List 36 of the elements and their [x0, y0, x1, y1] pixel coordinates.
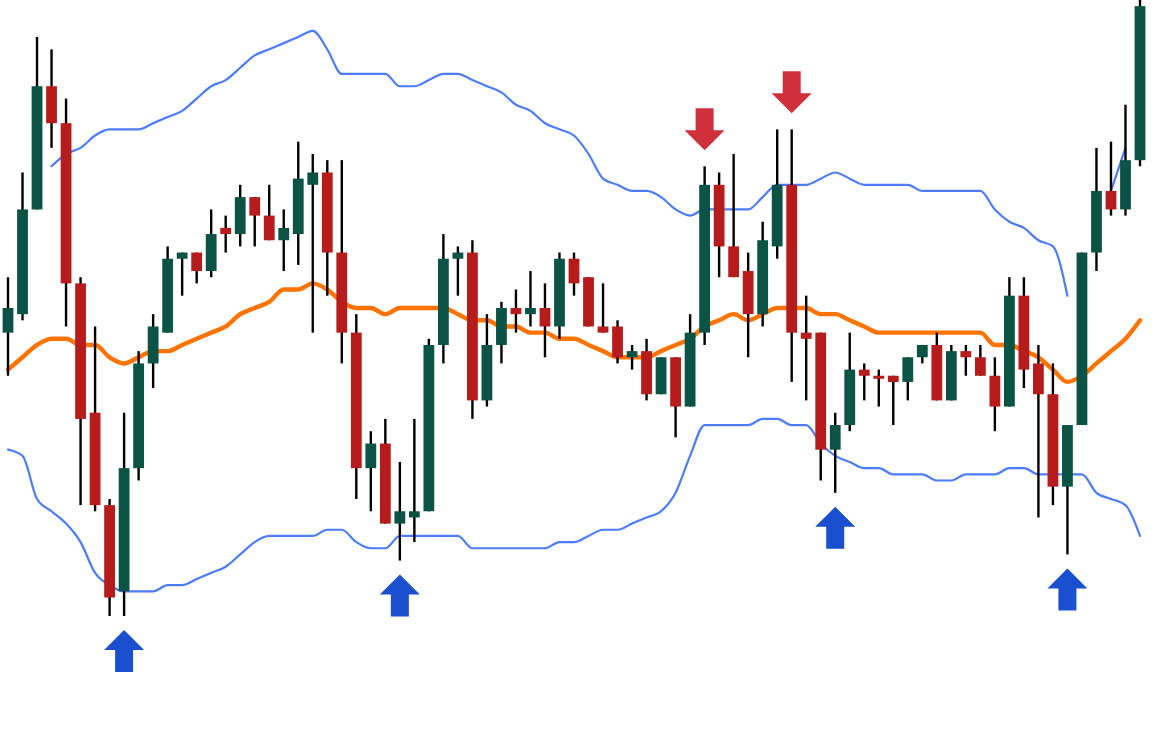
- candlestick: [220, 214, 232, 254]
- candlestick: [525, 269, 536, 328]
- candlestick: [539, 282, 551, 359]
- candlestick: [858, 362, 870, 402]
- candlestick: [742, 251, 754, 359]
- candlestick: [496, 300, 507, 365]
- candlestick: [510, 288, 522, 334]
- candlestick: [263, 183, 275, 242]
- candlestick: [2, 276, 14, 377]
- candlestick: [1033, 343, 1044, 519]
- candlestick: [1105, 140, 1117, 217]
- candlestick: [394, 460, 406, 562]
- candlestick: [408, 417, 420, 544]
- candlestick: [46, 48, 57, 150]
- candlestick: [960, 343, 972, 377]
- candlestick: [278, 208, 290, 273]
- candlestick: [568, 251, 580, 297]
- candlestick: [191, 251, 203, 285]
- candlestick: [655, 356, 667, 396]
- candlestick: [873, 368, 885, 408]
- candlestick: [597, 282, 609, 334]
- candlestick: [641, 337, 652, 402]
- candlestick: [902, 356, 914, 402]
- candlestick: [974, 343, 986, 377]
- candlestick: [365, 430, 377, 513]
- candlestick: [249, 195, 261, 248]
- candlestick: [829, 411, 841, 494]
- candlestick: [989, 356, 1001, 433]
- candlestick: [234, 183, 246, 248]
- candlestick: [205, 208, 217, 279]
- candlestick: [626, 343, 638, 371]
- candlestick: [176, 251, 188, 297]
- candlestick: [452, 245, 464, 297]
- candlestick: [612, 319, 623, 365]
- candlestick: [728, 152, 740, 279]
- candlestick: [887, 374, 899, 427]
